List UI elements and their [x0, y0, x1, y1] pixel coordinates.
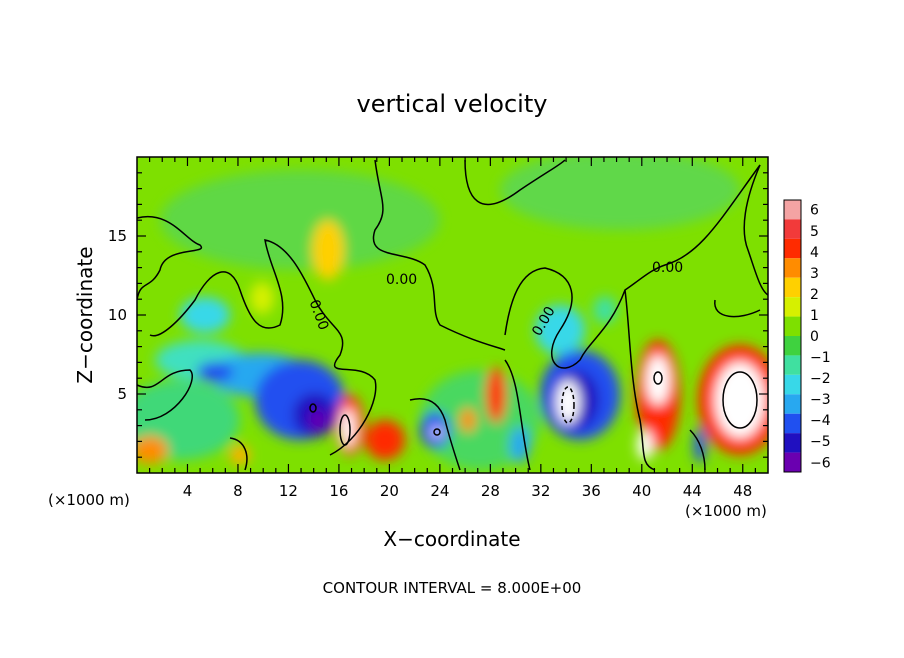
- contours: [137, 159, 768, 471]
- field-blob: [250, 282, 274, 314]
- contour-line: [722, 371, 758, 429]
- x-tick-label: 44: [683, 482, 702, 500]
- colorbar-swatch: [784, 374, 801, 395]
- x-tick-label: 8: [233, 482, 243, 500]
- contour-line: [689, 429, 706, 471]
- y-tick-label: 5: [117, 385, 127, 403]
- field-blob: [310, 410, 326, 430]
- x-axis: 4 8 12 16 20 24 28 32 36 40 44 48: [149, 157, 756, 500]
- field-blob: [510, 427, 530, 463]
- colorbar-label: 6: [810, 203, 819, 219]
- field-blob: [460, 408, 476, 432]
- colorbar-frame: [783, 199, 802, 473]
- colorbar-swatch: [784, 219, 801, 239]
- x-tick-label: 24: [430, 482, 449, 500]
- colorbar-label: 1: [810, 308, 819, 324]
- contour-line: [504, 164, 761, 369]
- colorbar-swatch: [784, 258, 801, 278]
- colorbar: 6 5 4 3 2 1 0 −1 −2 −3 −4 −5 −6: [783, 199, 831, 473]
- chart-title: vertical velocity: [357, 90, 548, 118]
- colorbar-label: 2: [810, 287, 819, 303]
- colorbar-swatch: [784, 355, 801, 375]
- field-blobs: [137, 157, 768, 470]
- y-axis-label: Z−coordinate: [73, 246, 97, 383]
- colorbar-swatch: [784, 200, 801, 220]
- field-blob: [500, 157, 740, 230]
- colorbar-swatch: [784, 238, 801, 259]
- contour-line: [149, 239, 377, 456]
- contour-line: [137, 369, 193, 421]
- x-tick-label: 4: [183, 482, 193, 500]
- contour-label: 0.00: [652, 260, 683, 276]
- field-blob: [180, 297, 230, 333]
- colorbar-label: −5: [810, 434, 831, 450]
- contour-line: [561, 386, 575, 424]
- contour-line: [464, 159, 566, 206]
- colorbar-swatch: [784, 316, 801, 336]
- contour-line: [137, 215, 203, 301]
- contour-line: [743, 164, 768, 296]
- colorbar-label: 4: [810, 245, 819, 261]
- x-tick-label: 36: [582, 482, 601, 500]
- x-unit-right: (×1000 m): [685, 502, 767, 520]
- field-blob: [646, 355, 670, 405]
- heatmap-field: 0.00 0.00 0.00 0.00: [137, 157, 768, 473]
- x-tick-label: 32: [531, 482, 550, 500]
- field-blob: [197, 362, 233, 382]
- x-axis-label: X−coordinate: [383, 527, 520, 551]
- field-blob: [160, 170, 440, 270]
- x-unit-left: (×1000 m): [48, 491, 130, 509]
- colorbar-label: −6: [810, 455, 831, 471]
- field-blob: [312, 220, 344, 280]
- y-tick-label: 10: [108, 306, 127, 324]
- contour-line: [309, 403, 317, 413]
- contour-line: [653, 371, 663, 385]
- contour-line: [624, 289, 656, 471]
- colorbar-label: 5: [810, 224, 819, 240]
- x-tick-label: 12: [279, 482, 298, 500]
- colorbar-label: −4: [810, 413, 831, 429]
- colorbar-label: 0: [810, 329, 819, 345]
- y-tick-label: 15: [108, 227, 127, 245]
- contour-interval-note: CONTOUR INTERVAL = 8.000E+00: [323, 579, 582, 597]
- x-tick-label: 16: [329, 482, 348, 500]
- field-blob: [637, 430, 653, 460]
- colorbar-swatch: [784, 433, 801, 453]
- colorbar-swatch: [784, 277, 801, 298]
- colorbar-swatch: [784, 452, 801, 472]
- contour-line: [504, 359, 531, 471]
- colorbar-swatch: [784, 297, 801, 317]
- field-blob: [137, 436, 168, 464]
- field-blob: [137, 380, 240, 460]
- colorbar-swatch: [784, 336, 801, 356]
- contour-line: [372, 159, 506, 351]
- colorbar-label: −3: [810, 392, 831, 408]
- contour-line: [409, 398, 461, 471]
- colorbar-swatch: [784, 413, 801, 434]
- field-blob: [593, 296, 617, 324]
- colorbar-label: −1: [810, 350, 831, 366]
- contour-label: 0.00: [386, 272, 417, 288]
- colorbar-label: −2: [810, 371, 831, 387]
- contour-line: [714, 299, 761, 318]
- x-tick-label: 28: [481, 482, 500, 500]
- x-tick-label: 20: [380, 482, 399, 500]
- x-tick-label: 40: [632, 482, 651, 500]
- y-axis: 5 10 15: [108, 172, 768, 458]
- contour-line: [229, 437, 248, 471]
- contour-line: [433, 428, 441, 436]
- colorbar-swatch: [784, 394, 801, 414]
- colorbar-label: 3: [810, 266, 819, 282]
- contour-line: [339, 414, 351, 446]
- field-blob: [486, 367, 506, 423]
- x-tick-label: 48: [733, 482, 752, 500]
- field-blob: [365, 420, 405, 460]
